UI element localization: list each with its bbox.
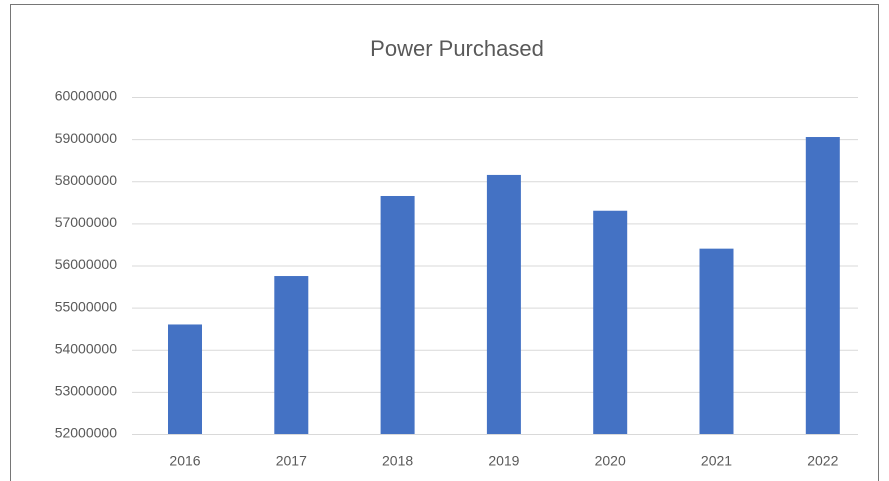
y-tick-label: 55000000 (55, 298, 118, 314)
x-tick-label: 2018 (382, 453, 413, 469)
x-tick-label: 2016 (169, 453, 200, 469)
bar (805, 137, 840, 435)
x-tick-label: 2019 (488, 453, 519, 469)
y-tick-label: 57000000 (55, 214, 118, 230)
x-tick-label: 2017 (276, 453, 307, 469)
y-tick-label: 58000000 (55, 172, 118, 188)
bar (380, 195, 415, 434)
bar (486, 174, 521, 434)
bar (168, 324, 202, 434)
x-tick-label: 2020 (595, 453, 626, 469)
x-tick-label: 2021 (701, 453, 732, 469)
y-tick-label: 52000000 (55, 425, 118, 441)
x-tick-label: 2022 (807, 453, 838, 469)
chart-frame (10, 4, 879, 481)
y-tick-label: 59000000 (55, 130, 118, 146)
bar (593, 210, 628, 434)
y-tick-label: 56000000 (55, 256, 118, 272)
chart-title: Power Purchased (370, 36, 544, 61)
y-tick-label: 54000000 (55, 340, 118, 356)
y-tick-label: 53000000 (55, 383, 118, 399)
y-tick-label: 60000000 (55, 88, 118, 104)
bar (274, 276, 309, 434)
bar (699, 248, 734, 434)
